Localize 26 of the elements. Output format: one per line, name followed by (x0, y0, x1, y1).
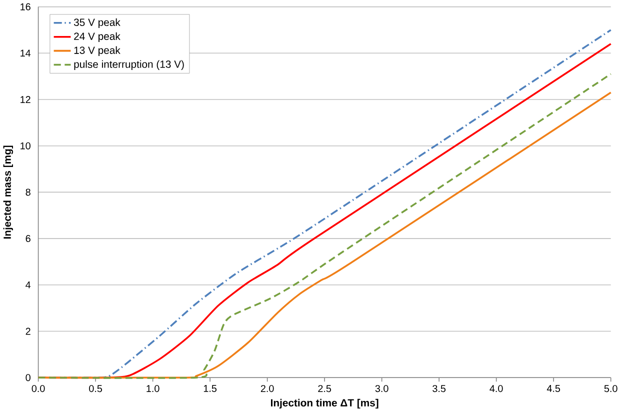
x-axis-title: Injection time ΔT [ms] (270, 398, 378, 409)
y-tick-label: 14 (20, 50, 31, 57)
legend-label: 13 V peak (74, 46, 120, 56)
x-tick-label: 1.5 (204, 385, 217, 392)
x-tick-label: 4.5 (546, 385, 560, 392)
x-tick-label: 3.5 (432, 385, 446, 392)
x-tick-label: 1.0 (146, 385, 160, 392)
x-tick-label: 2.0 (260, 385, 274, 392)
y-tick-label: 0 (26, 374, 30, 382)
y-axis-title: Injected mass [mg] (3, 146, 14, 239)
x-tick-label: 3.0 (375, 385, 388, 392)
y-tick-label: 2 (26, 328, 30, 335)
y-tick-label: 8 (26, 188, 30, 196)
legend-label: 24 V peak (74, 32, 120, 42)
y-tick-label: 12 (20, 96, 30, 104)
x-tick-label: 5.0 (604, 385, 618, 392)
x-tick-label: 2.5 (318, 385, 332, 392)
x-tick-label: 0.5 (89, 385, 102, 392)
legend-label: 35 V peak (74, 18, 120, 28)
y-tick-label: 4 (26, 282, 31, 288)
y-tick-label: 16 (20, 3, 30, 10)
legend-label: pulse interruption (13 V) (74, 60, 184, 70)
y-tick-label: 6 (26, 235, 30, 242)
x-tick-label: 0.0 (32, 385, 45, 392)
y-tick-label: 10 (20, 142, 30, 150)
x-tick-label: 4.0 (490, 385, 503, 392)
